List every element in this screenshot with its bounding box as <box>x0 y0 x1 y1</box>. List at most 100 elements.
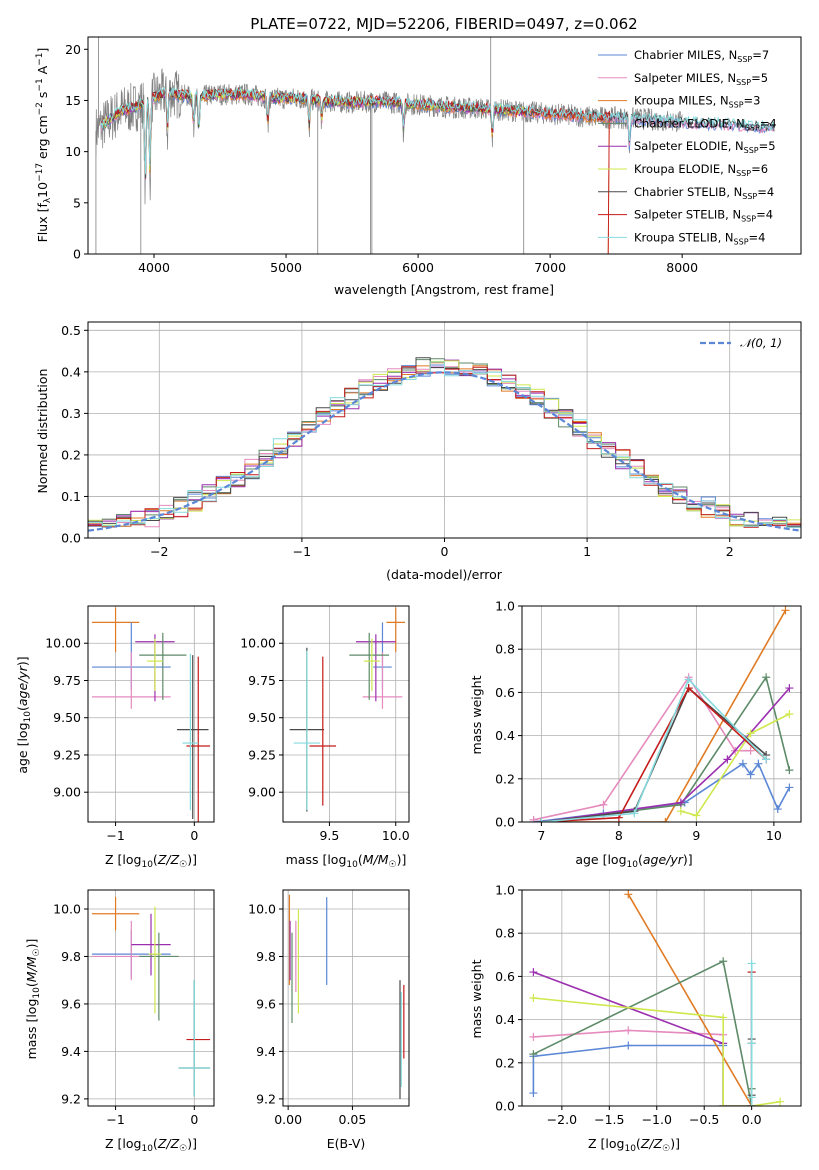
weight-z-point <box>776 1097 785 1106</box>
age-mass-xlabel: mass [log10(M/M☉)] <box>286 852 407 870</box>
mass-vs-ebv-panel: 0.00 0.05 9.2 9.4 9.6 9.8 10.0 <box>248 889 410 1127</box>
weight-z-xtick-label: 0.0 <box>742 1112 762 1127</box>
age-mass-ytick-label: 9.50 <box>248 710 276 725</box>
weight-age-point <box>676 807 685 816</box>
mass-vs-z-panel: −1 0 9.2 9.4 9.6 9.8 10.0 <box>53 889 215 1127</box>
weight-z-point <box>624 1026 633 1035</box>
weight-z-grid <box>522 889 801 1107</box>
weight-z-point <box>719 1102 728 1106</box>
residuals-grid <box>88 322 801 539</box>
age-mass-ytick-label: 9.75 <box>248 673 276 688</box>
age-z-xtick-label: −1 <box>106 828 124 843</box>
weight-z-ytick-label: 0.6 <box>495 969 515 984</box>
spectrum-legend-label: Salpeter MILES, NSSP=5 <box>634 71 768 87</box>
spectrum-xtick-label: 7000 <box>534 260 566 275</box>
weight-age-point <box>762 755 771 764</box>
age-mass-xtick-label: 9.5 <box>319 828 339 843</box>
mass-ebv-ytick-label: 10.0 <box>248 901 276 916</box>
weight-z-frame <box>521 889 802 1107</box>
weight-age-point <box>692 811 701 820</box>
residuals-xlabel: (data-model)/error <box>386 567 503 582</box>
mass-ebv-ytick-label: 9.8 <box>256 949 276 964</box>
residuals-ytick-label: 0.0 <box>61 531 81 546</box>
age-z-ytick-label: 9.50 <box>53 710 81 725</box>
mass-z-xtick-label: 0 <box>190 1112 198 1127</box>
weight-age-point <box>781 606 790 615</box>
weight-age-point <box>684 684 693 693</box>
weight-age-ylabel: mass weight <box>469 675 484 754</box>
weight-age-point <box>676 798 685 807</box>
weight-z-marks <box>529 890 785 1106</box>
spectrum-xtick-label: 6000 <box>402 260 434 275</box>
weight-z-point <box>719 1013 728 1022</box>
weight-z-point <box>747 1093 756 1102</box>
spectrum-ylabel: Flux [fλ10−17 erg cm−2 s−1 A−1] <box>35 48 53 243</box>
residuals-ytick-label: 0.5 <box>61 323 81 338</box>
weight-z-point <box>624 890 633 899</box>
weight-age-point <box>785 710 794 718</box>
age-z-xtick-label: 0 <box>190 828 198 843</box>
spectrum-ytick-label: 20 <box>65 42 81 57</box>
weight-age-point <box>630 809 639 818</box>
spectrum-legend-label: Salpeter STELIB, NSSP=4 <box>634 208 773 224</box>
weight-age-series-line <box>541 686 767 822</box>
weight-age-point <box>754 759 763 768</box>
weight-age-point <box>599 800 608 809</box>
mass-ebv-frame <box>282 889 410 1107</box>
mass-ebv-ytick-label: 9.4 <box>256 1044 276 1059</box>
spectrum-panel: PLATE=0722, MJD=52206, FIBERID=0497, z=0… <box>35 15 802 297</box>
age-z-marks <box>91 607 211 822</box>
weight-age-point <box>661 818 670 822</box>
weight-age-series-line <box>541 687 791 822</box>
age-z-ytick-label: 9.25 <box>53 747 81 762</box>
spectrum-legend-label: Chabrier STELIB, NSSP=4 <box>634 185 774 201</box>
weight-z-series-line <box>627 893 753 1106</box>
weight-z-point <box>747 959 756 968</box>
weight-age-xtick-label: 10 <box>766 828 782 843</box>
weight-age-series-line <box>541 677 767 822</box>
age-vs-mass-panel: 9.5 10.0 9.00 9.25 9.50 9.75 10.00 <box>240 605 410 843</box>
mass-z-ytick-label: 9.8 <box>61 949 81 964</box>
weight-age-series-line <box>541 686 767 822</box>
mass-ebv-grid <box>283 890 409 1106</box>
weight-age-ytick-label: 0.2 <box>495 771 515 786</box>
weight-age-point <box>773 805 782 814</box>
mass-z-ytick-label: 9.6 <box>61 996 81 1011</box>
age-z-ylabel: age [log10(age/yr)] <box>15 656 33 773</box>
spectrum-data-line <box>95 67 683 205</box>
weight-age-xtick-label: 7 <box>537 828 545 843</box>
weight-age-series-line <box>541 609 787 822</box>
weight-z-point <box>747 1102 756 1106</box>
weight-z-point <box>529 968 538 977</box>
weight-vs-z-panel: −2.0 −1.5 −1.0 −0.5 0.0 0.0 0.2 0.4 0.6 0.8 1.0 <box>495 883 802 1127</box>
weight-age-ytick-label: 0.8 <box>495 642 515 657</box>
weight-age-point <box>723 755 732 764</box>
normal-legend-label: 𝒩(0, 1) <box>740 336 782 350</box>
mass-z-ylabel: mass [log10(M/M☉)] <box>24 939 42 1060</box>
age-mass-xtick-label: 10.0 <box>382 828 410 843</box>
spectrum-legend-label: Salpeter ELODIE, NSSP=5 <box>634 139 776 155</box>
spectrum-legend-label: Kroupa MILES, NSSP=3 <box>634 94 760 110</box>
mass-ebv-marks <box>288 894 405 1099</box>
weight-age-point <box>762 673 771 682</box>
weight-z-point <box>719 957 728 966</box>
residuals-ytick-label: 0.1 <box>61 489 81 504</box>
spectrum-ytick-label: 5 <box>73 195 81 210</box>
weight-z-xtick-label: −1.5 <box>594 1112 624 1127</box>
age-mass-ytick-label: 9.00 <box>248 785 276 800</box>
weight-z-point <box>529 1050 538 1059</box>
weight-age-point <box>785 766 794 775</box>
spectrum-legend-label: Chabrier MILES, NSSP=7 <box>634 48 769 64</box>
weight-age-point <box>537 818 546 822</box>
residual-histogram <box>88 361 801 528</box>
residuals-plot: −2 −1 0 1 2 0.0 0.1 0.2 0.3 0.4 0.5 <box>61 321 802 559</box>
weight-z-point <box>529 1089 538 1098</box>
weight-age-xtick-label: 8 <box>615 828 623 843</box>
normal-curve <box>88 371 801 532</box>
weight-age-point <box>746 770 755 779</box>
mass-z-frame <box>87 889 215 1107</box>
spectrum-model-line <box>100 86 775 175</box>
mass-z-ytick-label: 10.0 <box>53 901 81 916</box>
residuals-xtick-label: −2 <box>150 544 168 559</box>
